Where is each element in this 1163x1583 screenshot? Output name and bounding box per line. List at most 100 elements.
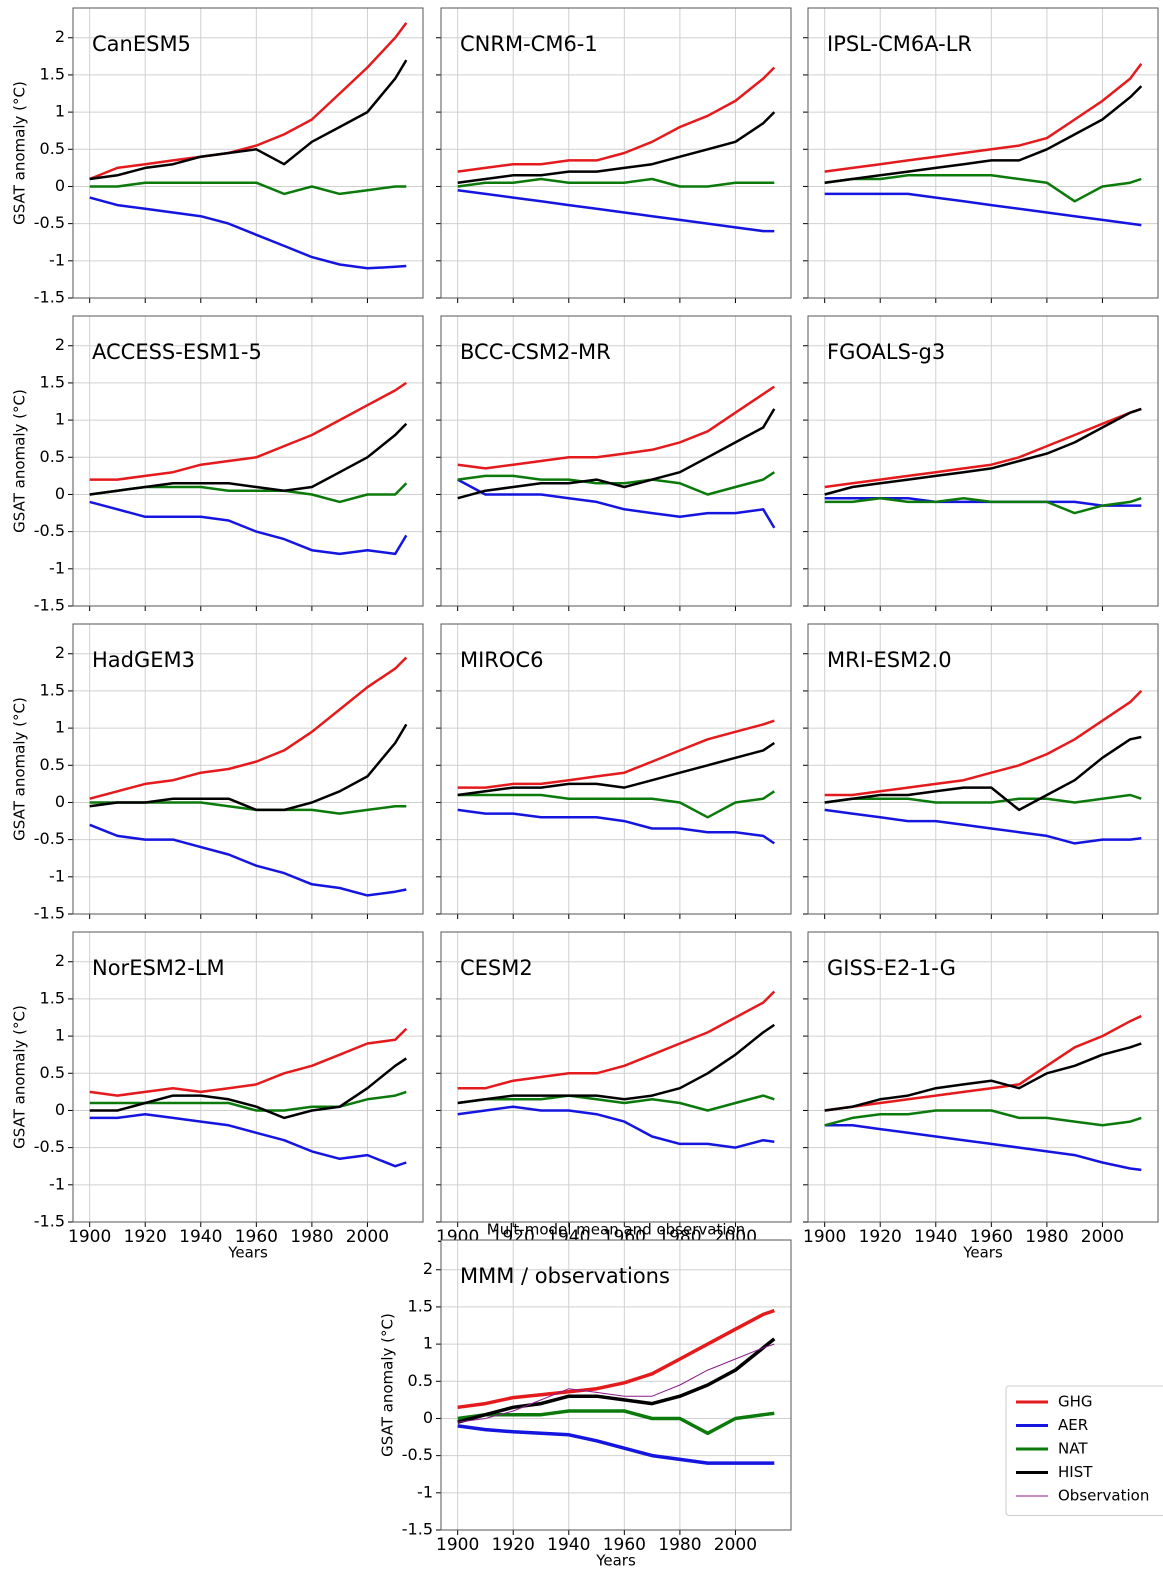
series-line [824, 192, 1142, 227]
y-tick-label: 1 [55, 718, 65, 737]
y-tick-label: 0.5 [40, 139, 65, 158]
y-tick-label: 1.5 [408, 1296, 433, 1315]
y-tick-label: 0.5 [40, 1063, 65, 1082]
series-line [824, 407, 1142, 496]
plot-area [441, 624, 791, 914]
plot-frame [807, 931, 1159, 1223]
y-tick-label: 1 [55, 102, 65, 121]
plot-area [808, 624, 1158, 914]
x-tick-label: 1920 [859, 1227, 902, 1247]
legend-label: Observation [1058, 1487, 1149, 1505]
panel-label: MIROC6 [460, 648, 543, 672]
y-tick-label: 2 [55, 27, 65, 46]
legend-label: NAT [1058, 1440, 1088, 1458]
plot-area [808, 316, 1158, 606]
y-tick-label: 1 [423, 1334, 433, 1353]
y-tick-label: 2 [423, 1259, 433, 1278]
plot-area [441, 316, 791, 606]
y-tick-label: 0.5 [408, 1371, 433, 1390]
x-tick-label: 1980 [1025, 1227, 1068, 1247]
y-tick-label: -0.5 [34, 521, 65, 540]
series-line [89, 500, 408, 556]
plot-area [73, 932, 423, 1222]
series-line [89, 1057, 407, 1120]
y-tick-label: 1 [55, 410, 65, 429]
y-tick-label: 0 [55, 484, 65, 503]
plot-frame [72, 623, 424, 915]
x-tick-label: 1960 [235, 1227, 278, 1247]
plot-area [73, 624, 423, 914]
series-line [89, 723, 408, 812]
series-line [89, 196, 407, 270]
series-line [457, 177, 775, 188]
plot-area [808, 8, 1158, 298]
panel-label: CanESM5 [92, 32, 191, 56]
plot-frame [72, 7, 424, 299]
series-line [824, 690, 1143, 797]
panel-title: Mult-model mean and observation [487, 1221, 745, 1239]
series-line [824, 1042, 1142, 1112]
plot-frame [440, 931, 792, 1223]
y-tick-label: -1 [49, 558, 65, 577]
plot-area [73, 316, 423, 606]
series-line [457, 188, 775, 233]
y-axis-label: GSAT anomaly (°C) [11, 1005, 29, 1149]
x-tick-label: 1980 [290, 1227, 333, 1247]
panel-label: GISS-E2-1-G [827, 956, 956, 980]
series-line [457, 66, 776, 173]
series-line [457, 741, 775, 797]
y-tick-label: 2 [55, 335, 65, 354]
y-axis-label: GSAT anomaly (°C) [11, 697, 29, 841]
series-line [89, 381, 407, 481]
series-line [824, 407, 1142, 489]
plot-frame [440, 1239, 792, 1531]
y-tick-label: -1.5 [402, 1520, 433, 1539]
panel-label: IPSL-CM6A-LR [827, 32, 972, 56]
y-tick-label: 1.5 [40, 680, 65, 699]
y-tick-label: -1.5 [34, 288, 65, 307]
x-tick-label: 2000 [1081, 1227, 1124, 1247]
series-line [457, 471, 775, 496]
y-tick-label: 0.5 [40, 447, 65, 466]
x-tick-label: 1900 [803, 1227, 846, 1247]
plot-frame [440, 315, 792, 607]
x-tick-label: 1920 [492, 1535, 535, 1555]
legend-box [1005, 1385, 1163, 1516]
series-line [457, 385, 775, 470]
series-line [457, 1023, 775, 1105]
x-tick-label: 1940 [547, 1535, 590, 1555]
series-line [457, 1105, 775, 1149]
series-line [89, 422, 408, 496]
series-line [457, 408, 776, 500]
panel-label: BCC-CSM2-MR [460, 340, 611, 364]
series-line [89, 22, 408, 181]
series-line [457, 790, 775, 819]
plot-area [441, 932, 791, 1222]
plot-area [441, 8, 791, 298]
series-line [457, 111, 776, 184]
x-tick-label: 1900 [436, 1535, 479, 1555]
x-tick-label: 2000 [714, 1535, 757, 1555]
y-axis-label: GSAT anomaly (°C) [379, 1313, 397, 1457]
y-tick-label: -1.5 [34, 904, 65, 923]
x-tick-label: 1980 [658, 1535, 701, 1555]
series-line [457, 1409, 775, 1436]
series-line [457, 478, 776, 529]
series-line [824, 1014, 1142, 1112]
plot-area [73, 8, 423, 298]
x-axis-label: Years [595, 1552, 636, 1570]
series-line [457, 719, 775, 789]
y-tick-label: 2 [55, 951, 65, 970]
y-tick-label: -0.5 [34, 213, 65, 232]
series-line [824, 174, 1142, 203]
y-tick-label: 0 [55, 792, 65, 811]
series-line [89, 823, 407, 897]
series-line [824, 1124, 1142, 1172]
y-tick-label: 1.5 [40, 372, 65, 391]
panel-label: MMM / observations [460, 1264, 670, 1288]
series-line [89, 1112, 407, 1168]
y-tick-label: -0.5 [34, 1137, 65, 1156]
series-line [89, 656, 408, 800]
panel-label: CESM2 [460, 956, 533, 980]
